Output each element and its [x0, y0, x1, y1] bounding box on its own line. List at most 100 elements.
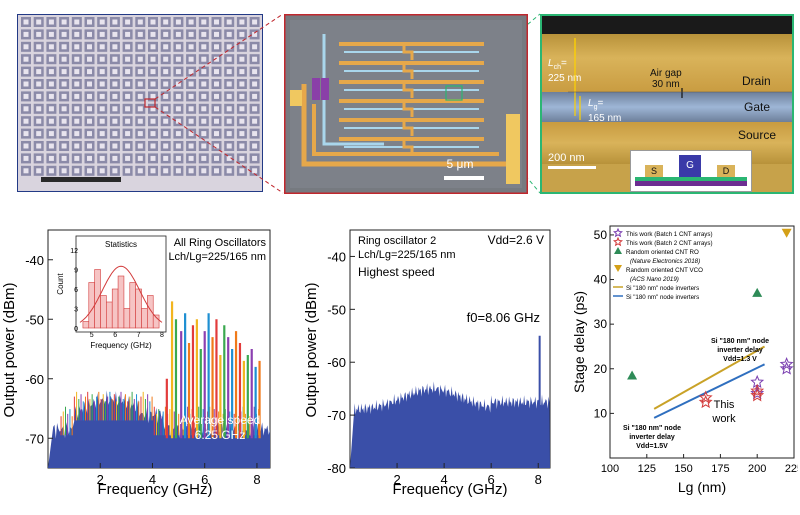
array-cell-center: [252, 19, 258, 25]
array-cell-center: [163, 93, 169, 99]
array-cell-center: [23, 106, 29, 112]
array-cell-center: [226, 131, 232, 137]
array-cell-center: [214, 118, 219, 124]
cnt-array-image: [17, 14, 263, 192]
array-cell-center: [252, 44, 258, 50]
array-zoom-box: [144, 98, 156, 108]
array-cell-center: [137, 81, 143, 87]
array-cell-center: [137, 19, 143, 25]
inset-drain: D: [717, 165, 735, 177]
array-cell-center: [137, 143, 143, 149]
array-cell-center: [137, 118, 143, 124]
array-cell-center: [112, 81, 118, 87]
array-cell-center: [48, 31, 54, 37]
x-tick-label: 225: [785, 463, 798, 475]
array-cell-center: [188, 143, 194, 149]
star-marker: [779, 361, 794, 375]
array-cell-center: [48, 44, 54, 50]
array-cell-center: [163, 106, 169, 112]
star-marker: [750, 388, 765, 402]
array-cell-center: [175, 168, 181, 174]
chart2-speed-label: Highest speed: [358, 265, 435, 279]
array-cell-center: [36, 168, 42, 174]
array-cell-center: [188, 44, 194, 50]
array-cell-center: [74, 31, 80, 37]
array-cell-center: [112, 44, 118, 50]
array-cell-center: [239, 143, 245, 149]
array-cell-center: [239, 31, 245, 37]
array-cell-center: [99, 44, 105, 50]
array-cell-center: [74, 19, 80, 25]
drain-label: Drain: [742, 74, 771, 88]
array-cell-center: [252, 69, 258, 75]
device-scale-label: 200 nm: [548, 152, 585, 164]
array-cell-center: [239, 44, 245, 50]
hist-bar: [88, 282, 95, 329]
x-tick-label: 125: [638, 463, 656, 475]
hist-bar: [100, 295, 107, 329]
hist-bar: [123, 308, 131, 329]
legend-label: This work (Batch 2 CNT arrays): [626, 240, 713, 247]
x-tick-label: 200: [748, 463, 766, 475]
x-tick-label: 2: [97, 472, 104, 487]
array-cell-center: [112, 93, 118, 99]
x-tick-label: 175: [711, 463, 729, 475]
array-cell-center: [150, 81, 156, 87]
array-cell-center: [87, 56, 92, 62]
chart-all-ring-oscillators: -40 -50 -60 -70 2 4 6 8 All Ring Oscillators L…: [1, 229, 271, 498]
array-cell-center: [99, 93, 105, 99]
array-cell-center: [239, 93, 245, 99]
chart3-ylabel: Stage delay (ps): [572, 291, 587, 393]
array-cell-center: [188, 118, 194, 124]
inset-y-tick: 9: [74, 268, 78, 275]
array-cell-center: [239, 56, 245, 62]
y-tick-label: -70: [327, 408, 346, 423]
array-cell-center: [214, 56, 219, 62]
array-cell-center: [175, 131, 181, 137]
osc-link: [402, 101, 414, 117]
array-cell-center: [74, 131, 80, 137]
array-cell-center: [226, 31, 232, 37]
y-tick-label: -50: [327, 302, 346, 317]
gaussian-fit: [79, 265, 163, 323]
array-cell-center: [239, 69, 245, 75]
array-cell-center: [137, 155, 143, 161]
array-cell-center: [112, 155, 118, 161]
array-cell-center: [214, 131, 219, 137]
array-cell-center: [125, 93, 131, 99]
spectrum-area: [350, 381, 550, 468]
hist-bar: [106, 301, 113, 329]
array-cell-center: [87, 106, 92, 112]
array-cell-center: [137, 131, 143, 137]
array-cell-center: [99, 118, 105, 124]
y-tick-label: -50: [25, 312, 44, 327]
hist-bar: [117, 275, 125, 329]
array-cell-center: [150, 118, 156, 124]
array-cell-center: [252, 118, 258, 124]
array-cell-center: [61, 93, 67, 99]
gate-label: Gate: [744, 100, 771, 114]
x-tick-label: 100: [601, 463, 619, 475]
array-cell-center: [99, 155, 105, 161]
array-cell-center: [252, 56, 258, 62]
array-cell-center: [239, 118, 245, 124]
array-cell-center: [99, 31, 105, 37]
array-cell-center: [23, 31, 29, 37]
array-cell-center: [48, 143, 54, 149]
star-marker: [750, 386, 765, 400]
array-cell-center: [150, 56, 156, 62]
array-cell-center: [74, 118, 80, 124]
array-cell-center: [36, 69, 42, 75]
array-cell-center: [36, 93, 42, 99]
array-cell-center: [214, 81, 219, 87]
array-cell-center: [214, 44, 219, 50]
array-cell-center: [226, 19, 232, 25]
star-marker: [698, 390, 713, 404]
array-cell-center: [112, 31, 118, 37]
array-cell-center: [137, 44, 143, 50]
array-cell-center: [214, 19, 219, 25]
array-cell-center: [61, 69, 67, 75]
y-tick-label: -40: [327, 249, 346, 264]
peak-series: [165, 301, 261, 439]
array-cell-center: [163, 118, 169, 124]
